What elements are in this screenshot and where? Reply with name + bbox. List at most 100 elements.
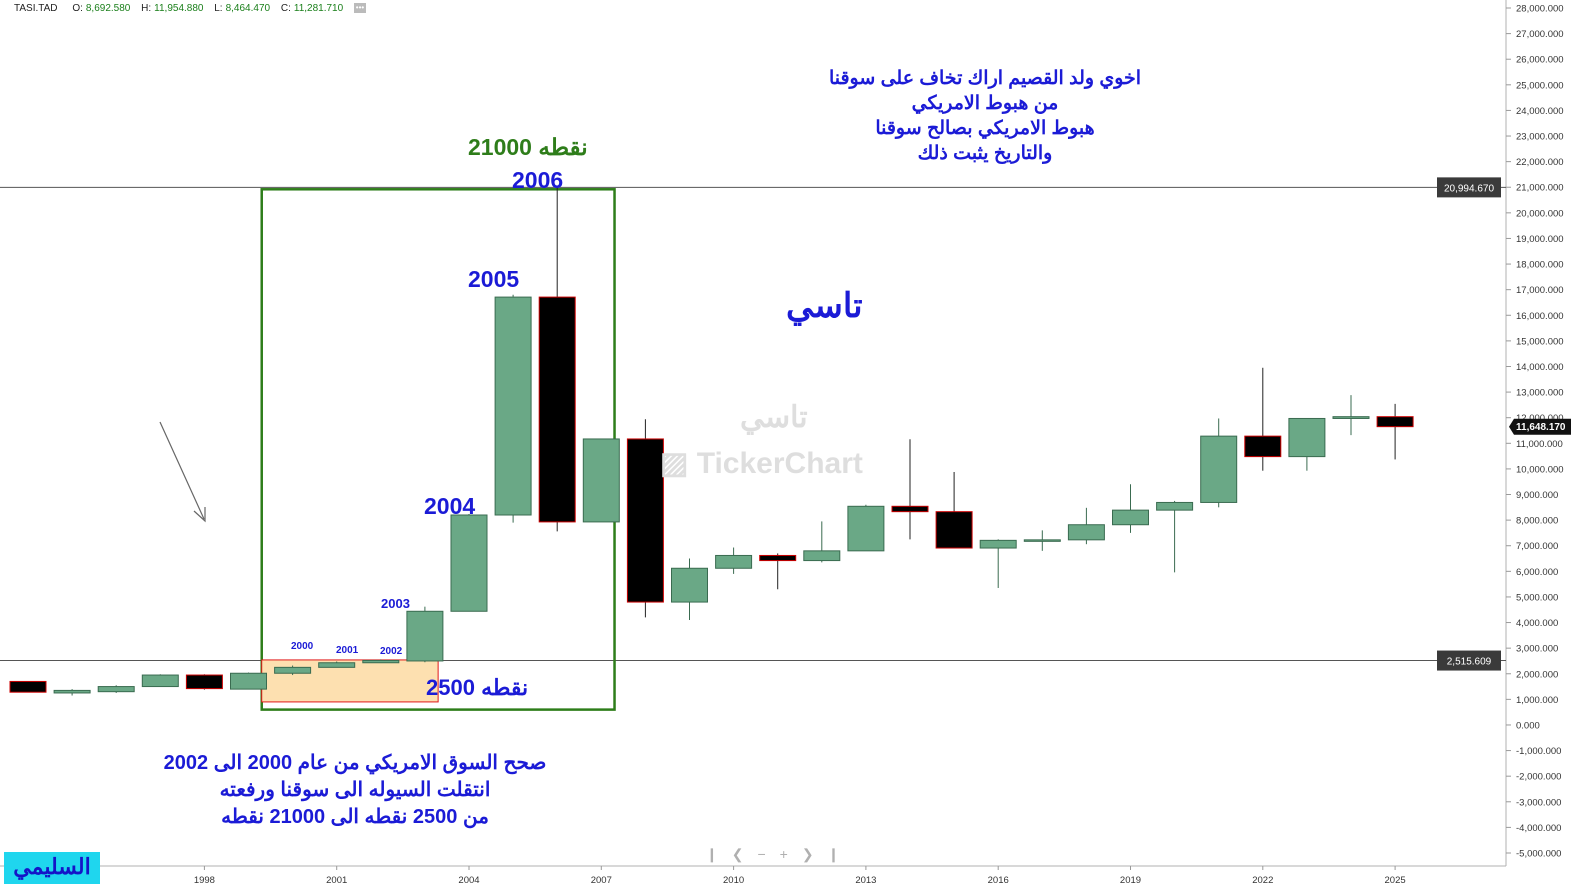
x-tick-label: 2022 [1252, 875, 1273, 886]
body-2003 [406, 610, 444, 662]
body-2005 [494, 296, 532, 516]
first-page-icon[interactable]: ❙ [706, 846, 732, 862]
candle-2024[interactable] [1332, 395, 1370, 436]
x-tick-label: 2007 [591, 875, 612, 886]
zoom-out-icon[interactable]: − [757, 846, 780, 862]
candle-2000[interactable] [274, 665, 312, 676]
candle-2015[interactable] [935, 471, 973, 549]
candle-2021[interactable] [1200, 418, 1238, 508]
candle-2001[interactable] [318, 661, 356, 668]
low-value: 8,464.470 [225, 3, 271, 14]
candle-2008[interactable] [626, 419, 664, 618]
y-tick-label: 19,000.000 [1516, 234, 1564, 245]
peak-points-label: نقطه 21000 [468, 134, 588, 161]
bottom-note-line-1: صحح السوق الامريكي من عام 2000 الى 2002 [163, 752, 547, 774]
body-2012 [803, 550, 841, 562]
body-1994 [9, 680, 47, 693]
level-tag-label-1: 2,515.609 [1447, 657, 1492, 668]
y-tick-label: -1,000.000 [1516, 746, 1561, 757]
y-tick-label: 14,000.000 [1516, 362, 1564, 373]
y-tick-label: 6,000.000 [1516, 567, 1558, 578]
ellipsis-icon[interactable]: ••• [353, 3, 366, 14]
body-1999 [230, 672, 267, 690]
high-key: H: [141, 3, 152, 14]
candle-2003[interactable] [406, 606, 444, 663]
y-tick-label: -5,000.000 [1516, 849, 1561, 860]
candle-2011[interactable] [759, 553, 797, 590]
y-tick-label: 2,000.000 [1516, 669, 1558, 680]
body-2009 [671, 567, 708, 603]
zoom-in-icon[interactable]: + [779, 846, 802, 862]
candle-1997[interactable] [141, 674, 179, 688]
label-2003: 2003 [381, 596, 410, 611]
candle-2013[interactable] [847, 504, 885, 552]
y-tick-label: 26,000.000 [1516, 55, 1564, 66]
body-2019 [1112, 509, 1149, 526]
body-2007 [582, 438, 620, 523]
candle-2018[interactable] [1067, 507, 1105, 545]
chart-navigation: ❙❮−+❯❙ [706, 846, 853, 863]
body-2001 [318, 662, 356, 668]
y-tick-label: 16,000.000 [1516, 311, 1564, 322]
candle-2006[interactable] [538, 187, 576, 532]
y-tick-label: 27,000.000 [1516, 29, 1564, 40]
level-tag-1 [1437, 650, 1501, 671]
y-tick-label: 7,000.000 [1516, 541, 1558, 552]
candle-2016[interactable] [979, 539, 1017, 588]
last-price-label: 11,648.170 [1516, 422, 1566, 433]
body-2000 [274, 666, 312, 674]
y-tick-label: 9,000.000 [1516, 490, 1558, 501]
candle-2019[interactable] [1112, 484, 1149, 533]
top-note-line-2: من هبوط الامريكي [911, 93, 1059, 114]
body-2023 [1288, 417, 1326, 458]
bottom-note-line-2: انتقلت السيوله الى سوقنا ورفعته [219, 779, 491, 801]
y-tick-label: 20,000.000 [1516, 208, 1564, 219]
level-tag-label-0: 20,994.670 [1444, 183, 1494, 194]
body-2008 [626, 438, 664, 603]
candle-2005[interactable] [494, 294, 532, 523]
y-tick-label: 17,000.000 [1516, 285, 1564, 296]
candle-2007[interactable] [582, 438, 620, 523]
label-2000: 2000 [291, 641, 314, 652]
base-unit: نقطه [481, 675, 529, 700]
candle-2022[interactable] [1244, 367, 1282, 471]
symbol-label[interactable]: TASI.TAD [14, 3, 58, 14]
candle-2002[interactable] [362, 659, 400, 664]
candle-2012[interactable] [803, 521, 841, 563]
candle-1999[interactable] [230, 672, 267, 690]
y-tick-label: 8,000.000 [1516, 516, 1558, 527]
close-value: 11,281.710 [293, 3, 344, 14]
candle-1996[interactable] [97, 685, 135, 693]
scroll-right-icon[interactable]: ❯ [801, 846, 828, 862]
body-2006 [538, 296, 576, 523]
y-axis[interactable]: 28,000.000 27,000.000 26,000.000 25,000.000… [1506, 4, 1571, 860]
horizontal-lines: 20,994.670 2,515.609 [0, 177, 1506, 671]
candle-2009[interactable] [671, 558, 708, 620]
candle-1995[interactable] [53, 689, 91, 696]
y-tick-label: 1,000.000 [1516, 695, 1558, 706]
body-1998 [185, 674, 223, 690]
candle-2004[interactable] [450, 513, 488, 612]
label-2002: 2002 [380, 646, 403, 657]
x-tick-label: 2013 [855, 875, 876, 886]
last-page-icon[interactable]: ❙ [827, 846, 854, 862]
scroll-left-icon[interactable]: ❮ [731, 846, 758, 862]
candle-2020[interactable] [1156, 500, 1194, 573]
body-2011 [759, 554, 797, 562]
x-axis[interactable]: 1998 2001 2004 2007 2010 2013 2016 2019 2022 2025 [194, 866, 1406, 886]
top-note-line-4: والتاريخ يثبت ذلك [917, 143, 1053, 164]
y-tick-label: -4,000.000 [1516, 823, 1561, 834]
level-tag-0 [1437, 177, 1501, 198]
candle-2025[interactable] [1376, 403, 1414, 460]
base-value: 2500 [426, 675, 475, 700]
ohlc-header: TASI.TAD O: 8,692.580 H: 11,954.880 L: 8,46… [14, 3, 366, 14]
candle-2010[interactable] [715, 547, 753, 574]
candle-2017[interactable] [1023, 530, 1061, 551]
candle-2023[interactable] [1288, 417, 1326, 471]
label-2006: 2006 [512, 167, 564, 193]
candle-1994[interactable] [9, 680, 47, 693]
candle-2014[interactable] [891, 439, 929, 540]
candle-1998[interactable] [185, 674, 223, 690]
close-key: C: [280, 3, 291, 14]
y-tick-label: -2,000.000 [1516, 772, 1561, 783]
